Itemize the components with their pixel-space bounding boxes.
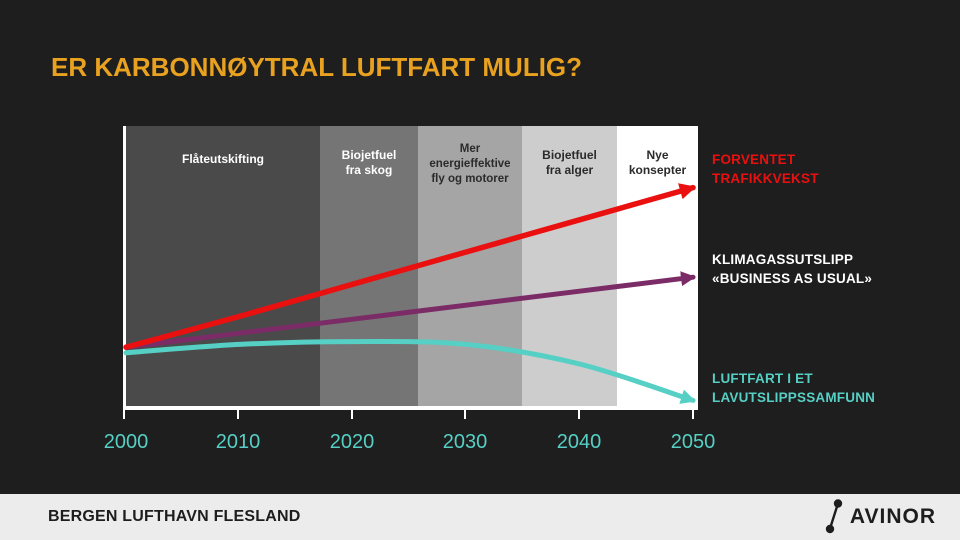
x-axis-tick [692,410,694,419]
x-tick-label-2000: 2000 [103,431,149,453]
avinor-logo: AVINOR [823,498,936,536]
label-klimagassutslipp-business-as-usual: KLIMAGASSUTSLIPP «BUSINESS AS USUAL» [712,252,873,286]
label-forventet-trafikkvekst: FORVENTET TRAFIKKVEKST [712,152,819,186]
band-nye-konsepter: Nye konsepter [617,126,698,406]
band-biojetfuel-fra-alger: Biojetfuel fra alger [522,126,617,406]
band-mer-energieffektive: Mer energieffektive fly og motorer [418,126,522,406]
slide-title: ER KARBONNØYTRAL LUFTFART MULIG? [51,52,583,82]
band-biojetfuel-fra-skog: Biojetfuel fra skog [320,126,418,406]
band-label: Flåteutskifting [181,152,264,166]
x-tick-label-2050: 2050 [670,431,716,453]
avinor-logo-text: AVINOR [849,505,936,528]
band-label: Biojetfuel fra alger [542,148,597,177]
footer-location: BERGEN LUFTHAVN FLESLAND [48,508,301,525]
band-label: Mer energieffektive fly og motorer [429,143,511,185]
band-flaateutskifting: Flåteutskifting [126,126,320,406]
x-tick-label-2030: 2030 [442,431,488,453]
band-label: Nye konsepter [628,148,687,177]
x-axis-tick [464,410,466,419]
x-tick-label-2020: 2020 [329,431,375,453]
label-luftfart-i-et-lavutslippssamfunn: LUFTFART I ET LAVUTSLIPPSSAMFUNN [712,371,876,405]
x-axis-tick [578,410,580,419]
plot-area: Flåteutskifting Biojetfuel fra skog Mer … [123,126,698,410]
x-axis-tick [123,410,125,419]
x-tick-label-2010: 2010 [215,431,261,453]
x-tick-label-2040: 2040 [556,431,602,453]
x-axis-tick [237,410,239,419]
footer: BERGEN LUFTHAVN FLESLAND AVINOR [0,494,960,540]
band-label: Biojetfuel fra skog [341,148,397,177]
avinor-logo-icon [825,499,843,534]
x-axis-tick [351,410,353,419]
